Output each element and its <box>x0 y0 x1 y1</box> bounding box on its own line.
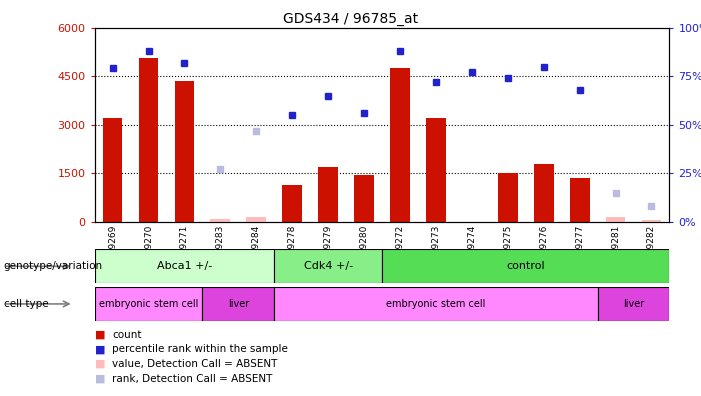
Text: ■: ■ <box>95 329 105 340</box>
Text: ■: ■ <box>95 373 105 384</box>
Text: count: count <box>112 329 142 340</box>
Text: liver: liver <box>228 299 249 309</box>
Bar <box>498 173 517 222</box>
Text: Abca1 +/-: Abca1 +/- <box>157 261 212 271</box>
Text: genotype/variation: genotype/variation <box>4 261 102 271</box>
Bar <box>139 59 158 222</box>
Text: value, Detection Call = ABSENT: value, Detection Call = ABSENT <box>112 359 278 369</box>
Bar <box>247 217 266 222</box>
Text: GDS434 / 96785_at: GDS434 / 96785_at <box>283 12 418 26</box>
Bar <box>203 287 274 321</box>
Text: ■: ■ <box>95 359 105 369</box>
Text: cell type: cell type <box>4 299 48 309</box>
Text: percentile rank within the sample: percentile rank within the sample <box>112 344 288 354</box>
Bar <box>390 68 410 222</box>
Bar <box>382 249 669 283</box>
Bar <box>534 164 554 222</box>
Text: rank, Detection Call = ABSENT: rank, Detection Call = ABSENT <box>112 373 273 384</box>
Text: control: control <box>506 261 545 271</box>
Bar <box>641 220 661 222</box>
Bar <box>103 118 123 222</box>
Bar <box>597 287 669 321</box>
Text: ■: ■ <box>95 344 105 354</box>
Text: liver: liver <box>623 299 644 309</box>
Bar <box>210 219 230 222</box>
Bar <box>318 167 338 222</box>
Bar <box>570 178 590 222</box>
Text: embryonic stem cell: embryonic stem cell <box>386 299 486 309</box>
Text: embryonic stem cell: embryonic stem cell <box>99 299 198 309</box>
Bar <box>274 287 597 321</box>
Bar <box>274 249 382 283</box>
Text: Cdk4 +/-: Cdk4 +/- <box>304 261 353 271</box>
Bar <box>95 287 203 321</box>
Bar <box>354 175 374 222</box>
Bar <box>606 217 625 222</box>
Bar <box>426 118 446 222</box>
Bar <box>95 249 274 283</box>
Bar <box>283 185 302 222</box>
Bar <box>175 81 194 222</box>
